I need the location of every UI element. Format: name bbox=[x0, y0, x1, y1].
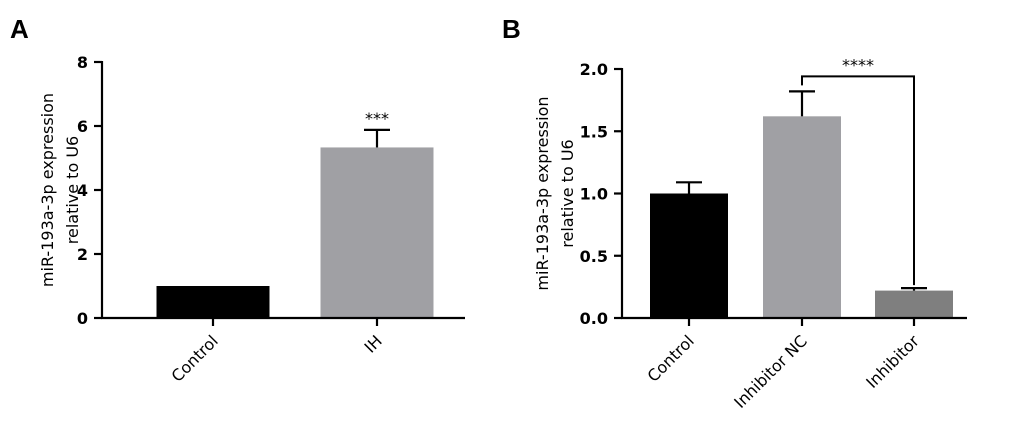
x-tick-label: IH bbox=[361, 331, 386, 356]
y-tick-label: 6 bbox=[77, 117, 88, 136]
significance-label: **** bbox=[842, 55, 874, 74]
panel-b: B 0.0 0.5 1.0 1.5 2.0 Control Inhibitor NC Inhib… bbox=[502, 14, 967, 412]
x-tick-label: Control bbox=[167, 331, 221, 385]
y-tick-label: 2 bbox=[77, 245, 88, 264]
y-axis-title: relative to U6 bbox=[558, 139, 577, 247]
bar-inhibitor-nc bbox=[763, 116, 841, 318]
bar-ih bbox=[320, 147, 434, 318]
panel-letter: B bbox=[502, 14, 521, 44]
y-tick-label: 8 bbox=[77, 53, 88, 72]
y-tick-label: 0.0 bbox=[580, 309, 608, 328]
y-tick-label: 1.5 bbox=[580, 122, 608, 141]
panel-letter: A bbox=[10, 14, 29, 44]
significance-bracket bbox=[801, 75, 915, 286]
bar-control bbox=[650, 193, 728, 318]
y-axis-title: miR-193a-3p expression bbox=[38, 93, 57, 287]
significance-label: *** bbox=[365, 109, 389, 128]
y-tick-label: 2.0 bbox=[580, 60, 608, 79]
y-tick-label: 1.0 bbox=[580, 185, 608, 204]
y-tick-label: 0.5 bbox=[580, 247, 608, 266]
x-tick-label: Inhibitor NC bbox=[730, 331, 811, 412]
bar-inhibitor bbox=[875, 290, 953, 318]
y-tick-label: 0 bbox=[77, 309, 88, 328]
x-tick-label: Inhibitor bbox=[862, 331, 923, 392]
y-tick-label: 4 bbox=[77, 181, 88, 200]
panel-a: A 0 2 4 6 8 Control IH miR-193a-3p expression rel… bbox=[10, 14, 465, 386]
y-axis-title: miR-193a-3p expression bbox=[533, 96, 552, 290]
y-axis-title: relative to U6 bbox=[63, 136, 82, 244]
x-tick-label: Control bbox=[643, 331, 697, 385]
bar-control bbox=[156, 286, 270, 318]
